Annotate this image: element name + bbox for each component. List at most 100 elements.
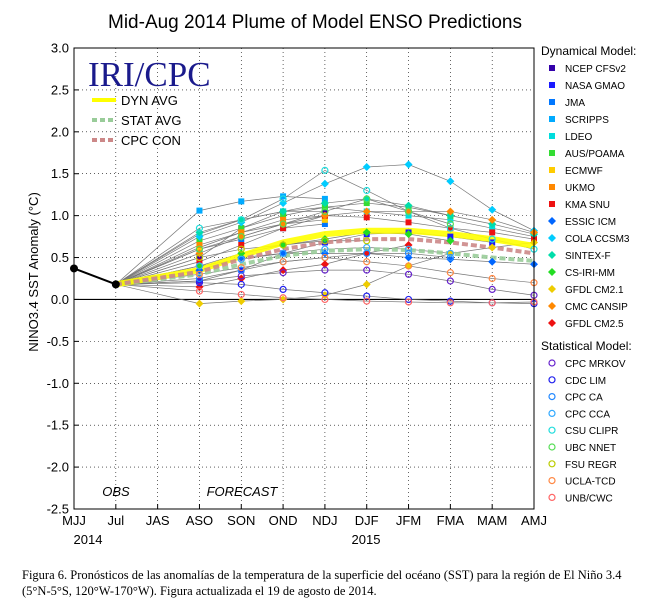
legend-label: SINTEX-F	[565, 251, 611, 262]
model-marker	[279, 269, 287, 277]
model-marker	[488, 243, 497, 252]
legend-label: UNB/CWC	[565, 493, 613, 504]
model-marker	[238, 241, 245, 248]
average-legend-label: CPC CON	[121, 133, 181, 148]
legend-marker	[548, 251, 556, 259]
model-marker	[488, 220, 497, 229]
model-marker	[195, 245, 204, 253]
model-marker	[446, 253, 454, 262]
model-marker	[196, 241, 203, 248]
model-marker	[237, 264, 245, 272]
model-marker	[488, 215, 497, 224]
model-marker	[195, 253, 204, 262]
legend-marker	[548, 285, 556, 293]
year-label-2015: 2015	[352, 532, 381, 547]
legend-marker	[549, 116, 555, 122]
model-marker	[362, 280, 371, 289]
model-marker	[280, 212, 287, 219]
model-marker	[446, 249, 454, 257]
model-marker	[446, 299, 454, 307]
model-marker	[321, 221, 328, 228]
model-marker	[321, 208, 328, 215]
model-markers	[195, 160, 538, 308]
model-marker	[404, 160, 413, 169]
model-marker	[279, 294, 287, 302]
legend-label: GFDL CM2.1	[565, 285, 624, 296]
x-tick-label: MAM	[477, 513, 507, 528]
model-marker	[196, 237, 203, 244]
x-tick-label: SON	[227, 513, 255, 528]
y-tick-label: 2.0	[51, 124, 69, 139]
model-marker	[363, 266, 371, 274]
model-marker	[446, 224, 454, 232]
x-tick-label: ASO	[186, 513, 213, 528]
legend-marker	[548, 493, 556, 501]
model-marker	[446, 207, 455, 216]
model-marker	[363, 195, 371, 203]
model-marker	[238, 229, 245, 236]
x-tick-label: NDJ	[312, 513, 337, 528]
year-label-2014: 2014	[74, 532, 103, 547]
model-marker	[195, 224, 204, 232]
legend-label: AUS/POAMA	[565, 149, 625, 160]
model-marker	[488, 205, 497, 214]
model-marker	[279, 207, 288, 216]
legend-marker	[549, 82, 555, 88]
model-line	[115, 211, 535, 285]
legend-marker	[549, 184, 555, 190]
model-marker	[404, 230, 413, 239]
model-marker	[320, 179, 329, 188]
y-tick-label: -2.0	[47, 460, 69, 475]
y-tick-label: -1.0	[47, 376, 69, 391]
model-marker	[363, 297, 371, 305]
model-marker	[237, 232, 245, 241]
y-tick-label: 0.0	[51, 292, 69, 307]
model-line	[115, 284, 535, 304]
model-marker	[321, 207, 329, 216]
legend-marker	[548, 409, 556, 417]
legend-marker	[548, 376, 556, 384]
model-marker	[405, 219, 412, 226]
model-marker	[237, 253, 246, 262]
model-marker	[363, 200, 370, 207]
model-legend: Dynamical Model: NCEP CFSv2 NASA GMAO JMA SC…	[541, 44, 636, 504]
legend-marker	[548, 234, 556, 242]
average-line	[115, 227, 535, 288]
model-marker	[362, 207, 371, 216]
y-tick-label: -0.5	[47, 334, 69, 349]
legend-marker	[549, 167, 555, 173]
model-marker	[488, 299, 496, 307]
model-marker	[237, 266, 245, 274]
model-marker	[321, 295, 329, 304]
legend-label: ESSIC ICM	[565, 217, 616, 228]
model-marker	[488, 274, 496, 283]
legend-label: GFDL CM2.5	[565, 319, 624, 330]
observed-point	[111, 280, 120, 289]
model-marker	[320, 260, 329, 269]
legend-label: JMA	[565, 98, 585, 109]
model-marker	[280, 225, 287, 232]
model-marker	[321, 166, 329, 174]
model-marker	[237, 245, 245, 253]
model-marker	[363, 292, 371, 300]
model-marker	[363, 258, 371, 266]
model-marker	[447, 233, 454, 240]
model-marker	[363, 237, 371, 245]
legend-label: LDEO	[565, 132, 592, 143]
model-marker	[321, 204, 328, 211]
model-marker	[404, 201, 413, 210]
legend-marker	[548, 359, 556, 367]
model-marker	[196, 254, 203, 261]
legend-marker	[548, 393, 556, 401]
model-marker	[321, 289, 329, 297]
model-marker	[238, 225, 245, 232]
model-marker	[404, 298, 413, 306]
legend-marker	[548, 217, 556, 225]
model-line	[115, 242, 535, 304]
legend-label: FSU REGR	[565, 460, 617, 471]
model-marker	[446, 236, 455, 245]
model-marker	[488, 235, 496, 243]
figure-caption: Figura 6. Pronósticos de las anomalías d…	[22, 568, 622, 598]
obs-region-label: OBS	[102, 484, 130, 499]
legend-label: CDC LIM	[565, 376, 606, 387]
